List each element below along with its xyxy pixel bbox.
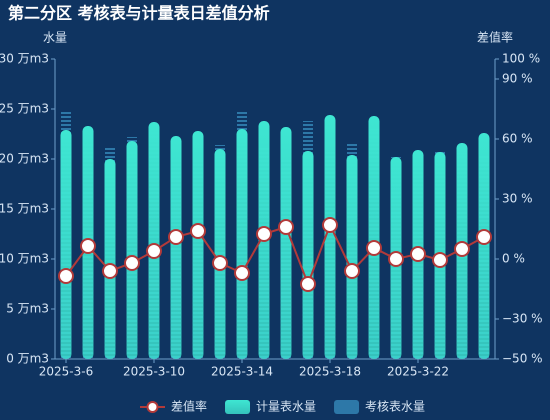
y2-axis-title: 差值率 [477,30,513,45]
y2-tick-label: 100 % [502,52,540,66]
meter-bar [104,159,116,359]
y2-tick-label: 90 % [502,72,533,86]
rate-point [146,243,162,259]
meter-bar [280,127,292,359]
x-tick-label: 2025-3-14 [211,365,273,379]
rate-point [476,229,492,245]
meter-bar [148,122,160,359]
x-tick-label: 2025-3-10 [123,365,185,379]
rate-point [432,252,448,268]
y-tick-label: 25 万m3 [0,102,49,116]
y-tick-label: 15 万m3 [0,202,49,216]
chart-title: 第二分区 考核表与计量表日差值分析 [8,4,270,23]
x-tick-label: 2025-3-22 [387,365,449,379]
x-tick-label: 2025-3-18 [299,365,361,379]
meter-bar [170,136,182,359]
meter-bar [324,115,336,359]
x-tick-label: 2025-3-6 [39,365,93,379]
meter-bar [214,149,226,359]
rate-point [168,229,184,245]
rate-point [300,276,316,292]
y-tick-label: 5 万m3 [6,302,49,316]
rate-point [366,240,382,256]
rate-point [322,217,338,233]
y2-tick-label: −30 % [502,312,543,326]
y2-tick-label: 0 % [502,252,525,266]
y-tick-label: 10 万m3 [0,252,49,266]
y2-tick-label: 60 % [502,132,533,146]
meter-bar [478,133,490,359]
meter-bar [126,141,138,359]
meter-bar [236,129,248,359]
legend-label: 考核表水量 [365,400,425,414]
rate-point [190,223,206,239]
y2-tick-label: 30 % [502,192,533,206]
rate-point [454,241,470,257]
meter-bar [192,131,204,359]
meter-bar [346,155,358,359]
legend-swatch [225,400,251,414]
meter-bar [60,130,72,359]
y2-tick-label: −50 % [502,352,543,366]
legend-marker [146,401,159,413]
rate-point [256,226,272,242]
rate-point [410,246,426,262]
rate-point [212,255,228,271]
meter-bar [302,151,314,359]
rate-point [234,265,250,281]
rate-point [80,238,96,254]
rate-point [388,251,404,267]
rate-point [58,268,74,284]
y-axis-title: 水量 [43,31,67,45]
rate-point [124,255,140,271]
rate-point [278,219,294,235]
y-tick-label: 30 万m3 [0,52,49,66]
y-tick-label: 20 万m3 [0,152,49,166]
rate-point [102,263,118,279]
y-tick-label: 0 万m3 [6,352,49,366]
legend-swatch [334,400,360,414]
legend-label: 差值率 [171,399,207,414]
rate-point [344,263,360,279]
legend-label: 计量表水量 [256,400,316,414]
meter-bar [368,116,380,359]
